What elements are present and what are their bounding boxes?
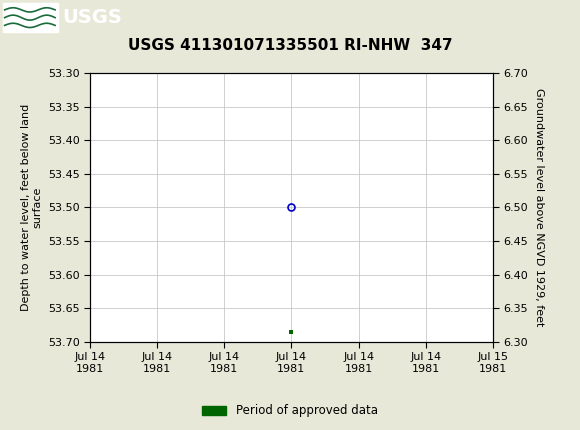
Legend: Period of approved data: Period of approved data: [198, 399, 382, 422]
Text: USGS: USGS: [63, 8, 122, 27]
Y-axis label: Groundwater level above NGVD 1929, feet: Groundwater level above NGVD 1929, feet: [534, 88, 543, 327]
Text: USGS 411301071335501 RI-NHW  347: USGS 411301071335501 RI-NHW 347: [128, 38, 452, 52]
Bar: [3, 3, 58, 32]
Y-axis label: Depth to water level, feet below land
surface: Depth to water level, feet below land su…: [20, 104, 42, 311]
